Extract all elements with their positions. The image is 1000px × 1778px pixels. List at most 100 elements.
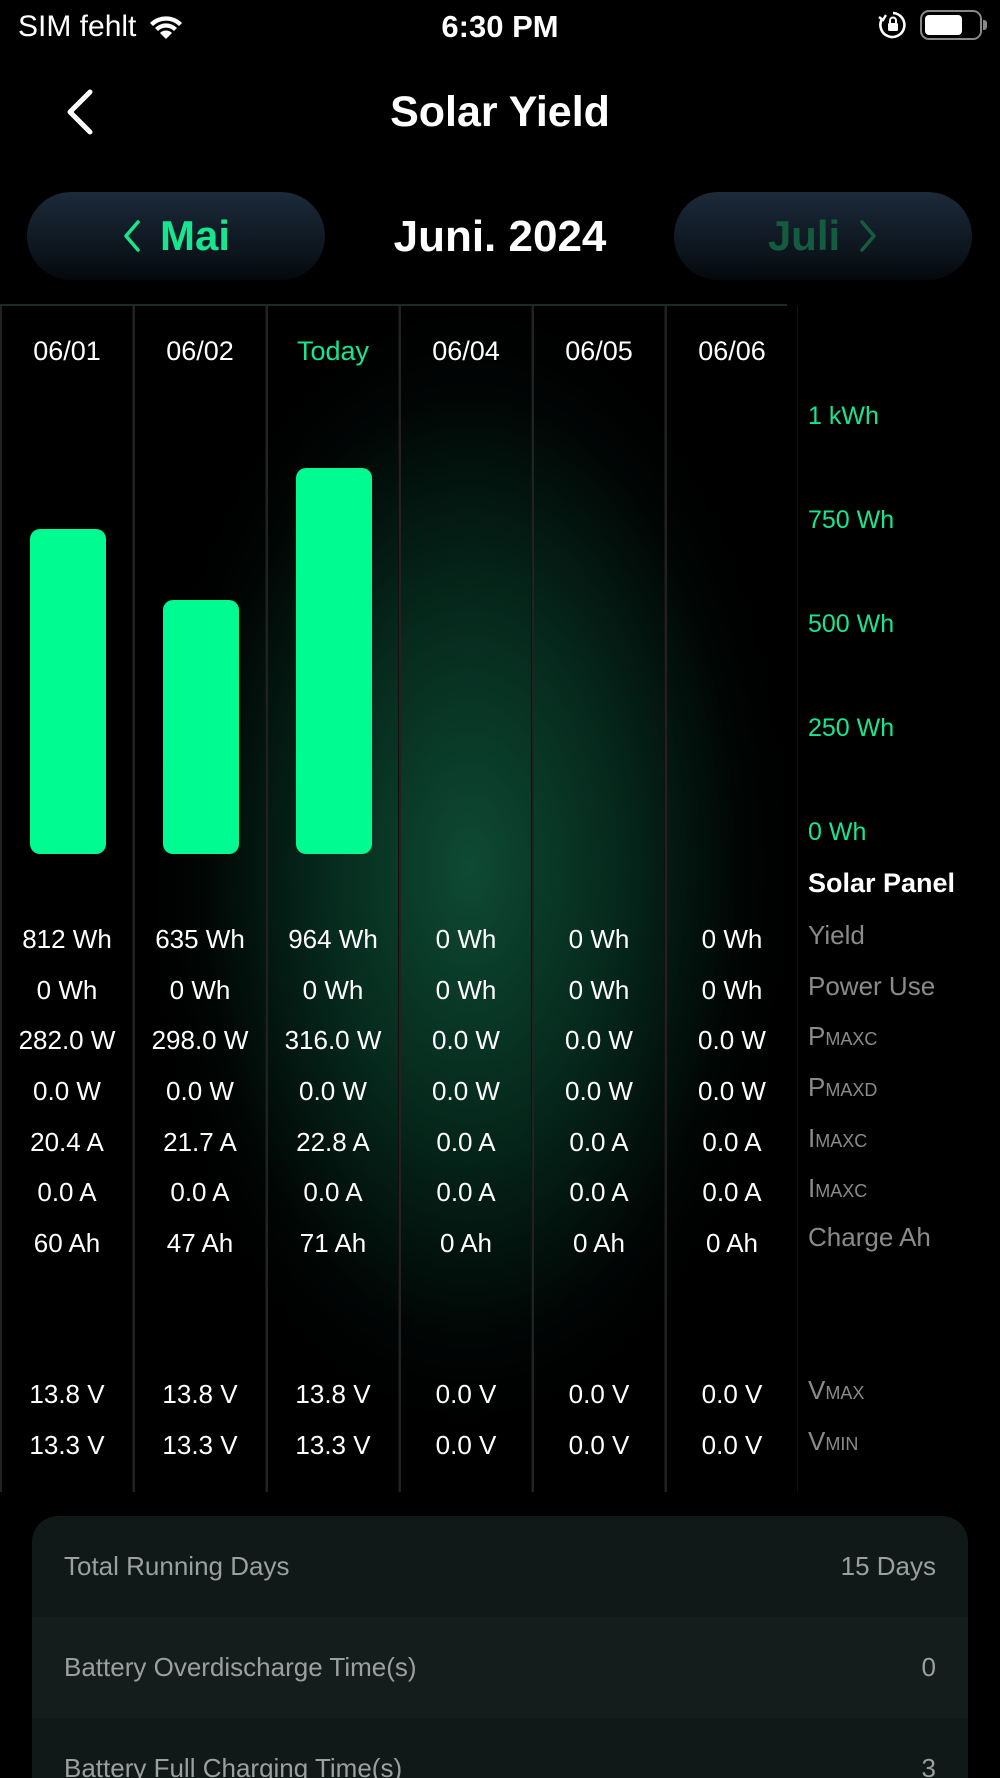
cell-pmaxc: 0.0 W	[698, 1025, 766, 1055]
summary-label: Total Running Days	[64, 1551, 290, 1581]
cell-imaxc2: 0.0 A	[436, 1177, 496, 1207]
cell-imaxc1: 0.0 A	[436, 1127, 496, 1157]
cell-pmaxd: 0.0 W	[432, 1076, 500, 1106]
cell-vmin: 0.0 V	[568, 1430, 630, 1460]
day-label: 06/06	[698, 336, 766, 366]
status-time: 6:30 PM	[441, 9, 559, 44]
next-month-label: Juli	[767, 212, 841, 259]
day-column[interactable]: 06/06 0 Wh 0 Wh 0.0 W 0.0 W 0.0 A 0.0 A 0 Ah 0.0…	[665, 306, 798, 1492]
wifi-icon	[150, 16, 183, 39]
summary-value: 3	[921, 1753, 936, 1778]
day-column[interactable]: Today 964 Wh 0 Wh 316.0 W 0.0 W 22.8 A 0.0 A 71…	[266, 306, 399, 1492]
summary-value: 0	[921, 1652, 936, 1682]
cell-yield: 0 Wh	[701, 924, 763, 954]
cell-vmin: 13.3 V	[162, 1430, 238, 1460]
axis-tick: 0 Wh	[808, 818, 867, 846]
axis-tick: 500 Wh	[808, 610, 895, 638]
cell-vmin: 13.3 V	[295, 1430, 371, 1460]
cell-pmaxc: 316.0 W	[284, 1025, 382, 1055]
cell-yield: 0 Wh	[568, 924, 630, 954]
summary-row-running-days: Total Running Days 15 Days	[32, 1516, 968, 1617]
cell-pmaxd: 0.0 W	[565, 1076, 633, 1106]
carrier-text: SIM fehlt	[18, 10, 137, 43]
cell-imaxc1: 22.8 A	[296, 1127, 370, 1157]
cell-imaxc1: 21.7 A	[163, 1127, 237, 1157]
cell-imaxc2: 0.0 A	[303, 1177, 363, 1207]
cell-pmaxd: 0.0 W	[299, 1076, 367, 1106]
cell-pmaxc: 298.0 W	[151, 1025, 249, 1055]
cell-vmin: 0.0 V	[701, 1430, 763, 1460]
day-column[interactable]: 06/01 812 Wh 0 Wh 282.0 W 0.0 W 20.4 A 0.0 A 60…	[0, 306, 133, 1492]
cell-imaxc2: 0.0 A	[170, 1177, 230, 1207]
daily-yield-chart: 06/01 812 Wh 0 Wh 282.0 W 0.0 W 20.4 A 0.0 A 60…	[0, 304, 798, 1492]
current-month-label: Juni. 2024	[393, 212, 607, 261]
cell-charge-ah: 71 Ah	[299, 1228, 367, 1258]
row-label-pmaxc: PMAXC	[808, 1021, 878, 1051]
day-column[interactable]: 06/02 635 Wh 0 Wh 298.0 W 0.0 W 21.7 A 0.0 A 47…	[133, 306, 266, 1492]
cell-pmaxd: 0.0 W	[698, 1076, 766, 1106]
summary-value: 15 Days	[840, 1551, 936, 1581]
row-label-imaxc-2: IMAXC	[808, 1173, 868, 1203]
cell-charge-ah: 60 Ah	[33, 1228, 101, 1258]
rotation-lock-icon	[878, 11, 906, 39]
yield-bar[interactable]	[30, 529, 106, 854]
cell-imaxc1: 0.0 A	[569, 1127, 629, 1157]
day-label: 06/01	[33, 336, 101, 366]
row-label-imaxc: IMAXC	[808, 1123, 868, 1153]
summary-card: Total Running Days 15 Days Battery Overd…	[32, 1516, 968, 1778]
cell-vmax: 13.8 V	[295, 1379, 371, 1409]
cell-imaxc2: 0.0 A	[569, 1177, 629, 1207]
day-label: Today	[296, 336, 370, 366]
row-label-power-use: Power Use	[808, 971, 936, 1001]
cell-vmin: 0.0 V	[435, 1430, 497, 1460]
chevron-left-icon	[124, 220, 140, 252]
cell-yield: 0 Wh	[435, 924, 497, 954]
cell-vmin: 13.3 V	[29, 1430, 105, 1460]
summary-label: Battery Full Charging Time(s)	[64, 1753, 403, 1778]
row-label-vmin: VMIN	[808, 1426, 859, 1456]
cell-imaxc2: 0.0 A	[702, 1177, 762, 1207]
axis-tick: 1 kWh	[808, 402, 879, 430]
cell-yield: 964 Wh	[288, 924, 378, 954]
cell-vmax: 13.8 V	[162, 1379, 238, 1409]
cell-charge-ah: 0 Ah	[572, 1228, 626, 1258]
day-label: 06/02	[166, 336, 234, 366]
cell-imaxc2: 0.0 A	[37, 1177, 97, 1207]
prev-month-button[interactable]: Mai	[27, 192, 325, 280]
cell-power-use: 0 Wh	[435, 975, 497, 1005]
axis-tick: 750 Wh	[808, 506, 895, 534]
status-right	[878, 10, 987, 40]
yield-bar[interactable]	[296, 468, 372, 854]
summary-row-overdischarge: Battery Overdischarge Time(s) 0	[32, 1617, 968, 1718]
chevron-left-icon	[67, 89, 93, 135]
row-label-yield: Yield	[808, 920, 865, 950]
cell-charge-ah: 0 Ah	[705, 1228, 759, 1258]
cell-pmaxc: 0.0 W	[565, 1025, 633, 1055]
day-column[interactable]: 06/05 0 Wh 0 Wh 0.0 W 0.0 W 0.0 A 0.0 A 0 Ah 0.0…	[532, 306, 665, 1492]
day-column[interactable]: 06/04 0 Wh 0 Wh 0.0 W 0.0 W 0.0 A 0.0 A 0 Ah 0.0…	[399, 306, 532, 1492]
cell-vmax: 0.0 V	[701, 1379, 763, 1409]
cell-power-use: 0 Wh	[302, 975, 364, 1005]
summary-label: Battery Overdischarge Time(s)	[64, 1652, 417, 1682]
yield-bar[interactable]	[163, 600, 239, 854]
cell-charge-ah: 47 Ah	[166, 1228, 234, 1258]
battery-icon	[920, 10, 987, 40]
cell-imaxc1: 20.4 A	[30, 1127, 104, 1157]
section-label-solar-panel: Solar Panel	[808, 868, 956, 898]
status-bar: SIM fehlt 6:30 PM	[0, 0, 1000, 56]
cell-power-use: 0 Wh	[36, 975, 98, 1005]
next-month-button[interactable]: Juli	[674, 192, 972, 280]
axis-tick: 250 Wh	[808, 714, 895, 742]
cell-pmaxc: 0.0 W	[432, 1025, 500, 1055]
cell-yield: 812 Wh	[22, 924, 112, 954]
cell-pmaxd: 0.0 W	[33, 1076, 101, 1106]
cell-vmax: 0.0 V	[568, 1379, 630, 1409]
cell-vmax: 13.8 V	[29, 1379, 105, 1409]
back-button[interactable]	[50, 82, 110, 142]
row-label-charge-ah: Charge Ah	[808, 1222, 931, 1252]
row-label-pmaxd: PMAXD	[808, 1072, 878, 1102]
cell-pmaxc: 282.0 W	[18, 1025, 116, 1055]
summary-row-full-charging: Battery Full Charging Time(s) 3	[32, 1718, 968, 1778]
cell-imaxc1: 0.0 A	[702, 1127, 762, 1157]
cell-pmaxd: 0.0 W	[166, 1076, 234, 1106]
